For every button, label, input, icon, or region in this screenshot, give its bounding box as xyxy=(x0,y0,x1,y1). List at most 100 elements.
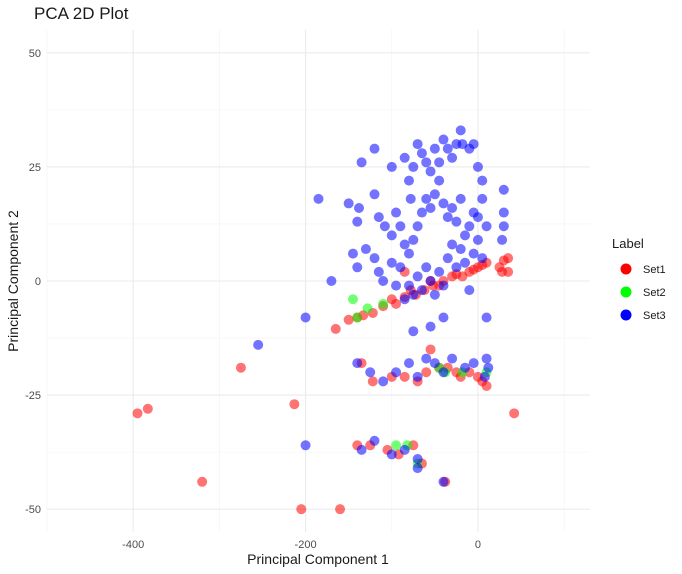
data-point xyxy=(395,262,406,273)
data-point xyxy=(235,362,246,373)
data-point xyxy=(421,262,432,273)
data-point xyxy=(447,353,458,364)
data-point xyxy=(412,371,423,382)
data-point xyxy=(412,463,423,474)
data-point xyxy=(468,139,479,150)
data-point xyxy=(472,161,483,172)
data-point xyxy=(425,202,436,213)
data-point xyxy=(479,371,490,382)
data-point xyxy=(373,266,384,277)
chart-title: PCA 2D Plot xyxy=(34,4,129,23)
legend-label: Set2 xyxy=(643,287,666,299)
data-point xyxy=(296,504,307,515)
data-point xyxy=(438,367,449,378)
data-point xyxy=(404,358,414,369)
data-point xyxy=(365,367,376,378)
data-point xyxy=(326,276,337,286)
data-point xyxy=(408,161,419,172)
data-point xyxy=(442,253,453,264)
data-point xyxy=(399,294,410,305)
data-point xyxy=(477,175,488,186)
data-point xyxy=(455,244,466,255)
data-point xyxy=(455,193,466,204)
y-tick-label: 25 xyxy=(29,162,41,174)
data-point xyxy=(509,408,520,419)
data-point xyxy=(468,358,479,369)
data-point xyxy=(362,303,373,314)
series-set1 xyxy=(132,253,520,515)
data-point xyxy=(408,326,419,337)
data-point xyxy=(379,221,390,232)
data-point xyxy=(460,257,471,268)
data-point xyxy=(438,312,449,323)
data-point xyxy=(498,207,509,218)
data-point xyxy=(416,207,427,218)
data-point xyxy=(481,353,492,364)
y-tick-label: -25 xyxy=(25,390,41,402)
data-point xyxy=(412,139,423,150)
data-point xyxy=(404,175,414,186)
data-point xyxy=(503,253,514,264)
data-point xyxy=(347,248,358,259)
data-point xyxy=(477,253,488,264)
data-point xyxy=(497,234,508,245)
y-tick-labels: -50 -25 0 25 50 xyxy=(25,48,41,516)
data-point xyxy=(442,212,453,223)
data-point xyxy=(455,125,466,136)
data-point xyxy=(421,193,432,204)
data-point xyxy=(438,134,449,145)
data-point xyxy=(425,166,436,177)
x-axis-title: Principal Component 1 xyxy=(247,551,389,567)
data-point xyxy=(498,184,509,195)
data-point xyxy=(391,207,402,218)
data-point xyxy=(464,221,475,232)
data-point xyxy=(451,216,462,227)
data-point xyxy=(386,230,397,241)
data-point xyxy=(425,276,436,286)
data-point xyxy=(405,193,416,204)
points-layer xyxy=(132,125,520,515)
data-point xyxy=(421,353,432,364)
data-point xyxy=(408,234,419,245)
data-point xyxy=(416,285,427,296)
data-point xyxy=(391,440,402,451)
data-point xyxy=(391,280,402,291)
legend: Label Set1 Set2 Set3 xyxy=(612,236,666,322)
grid xyxy=(46,30,590,532)
data-point xyxy=(132,408,143,419)
data-point xyxy=(460,230,471,241)
data-point xyxy=(335,504,346,515)
data-point xyxy=(399,239,410,250)
data-point xyxy=(408,289,419,300)
data-point xyxy=(395,221,406,232)
data-point xyxy=(447,202,458,213)
legend-label: Set3 xyxy=(643,310,666,322)
data-point xyxy=(360,244,371,255)
data-point xyxy=(429,358,440,369)
data-point xyxy=(483,362,494,373)
data-point xyxy=(386,257,397,268)
x-tick-labels: -400 -200 0 xyxy=(122,539,481,551)
data-point xyxy=(503,266,514,277)
data-point xyxy=(352,312,363,323)
data-point xyxy=(391,367,402,378)
data-point xyxy=(378,276,389,286)
data-point xyxy=(300,440,311,451)
data-point xyxy=(289,399,300,410)
data-point xyxy=(378,298,389,309)
data-point xyxy=(429,143,440,154)
data-point xyxy=(447,152,458,163)
data-point xyxy=(356,444,367,455)
x-tick-label: -200 xyxy=(295,539,317,551)
data-point xyxy=(352,216,363,227)
data-point xyxy=(434,157,445,168)
data-point xyxy=(369,435,380,446)
data-point xyxy=(369,253,380,264)
legend-key xyxy=(620,309,632,321)
legend-label: Set1 xyxy=(643,264,666,276)
series-set3 xyxy=(253,125,509,487)
data-point xyxy=(472,212,483,223)
data-point xyxy=(442,143,453,154)
legend-key xyxy=(620,263,632,275)
y-tick-label: 0 xyxy=(35,276,41,288)
